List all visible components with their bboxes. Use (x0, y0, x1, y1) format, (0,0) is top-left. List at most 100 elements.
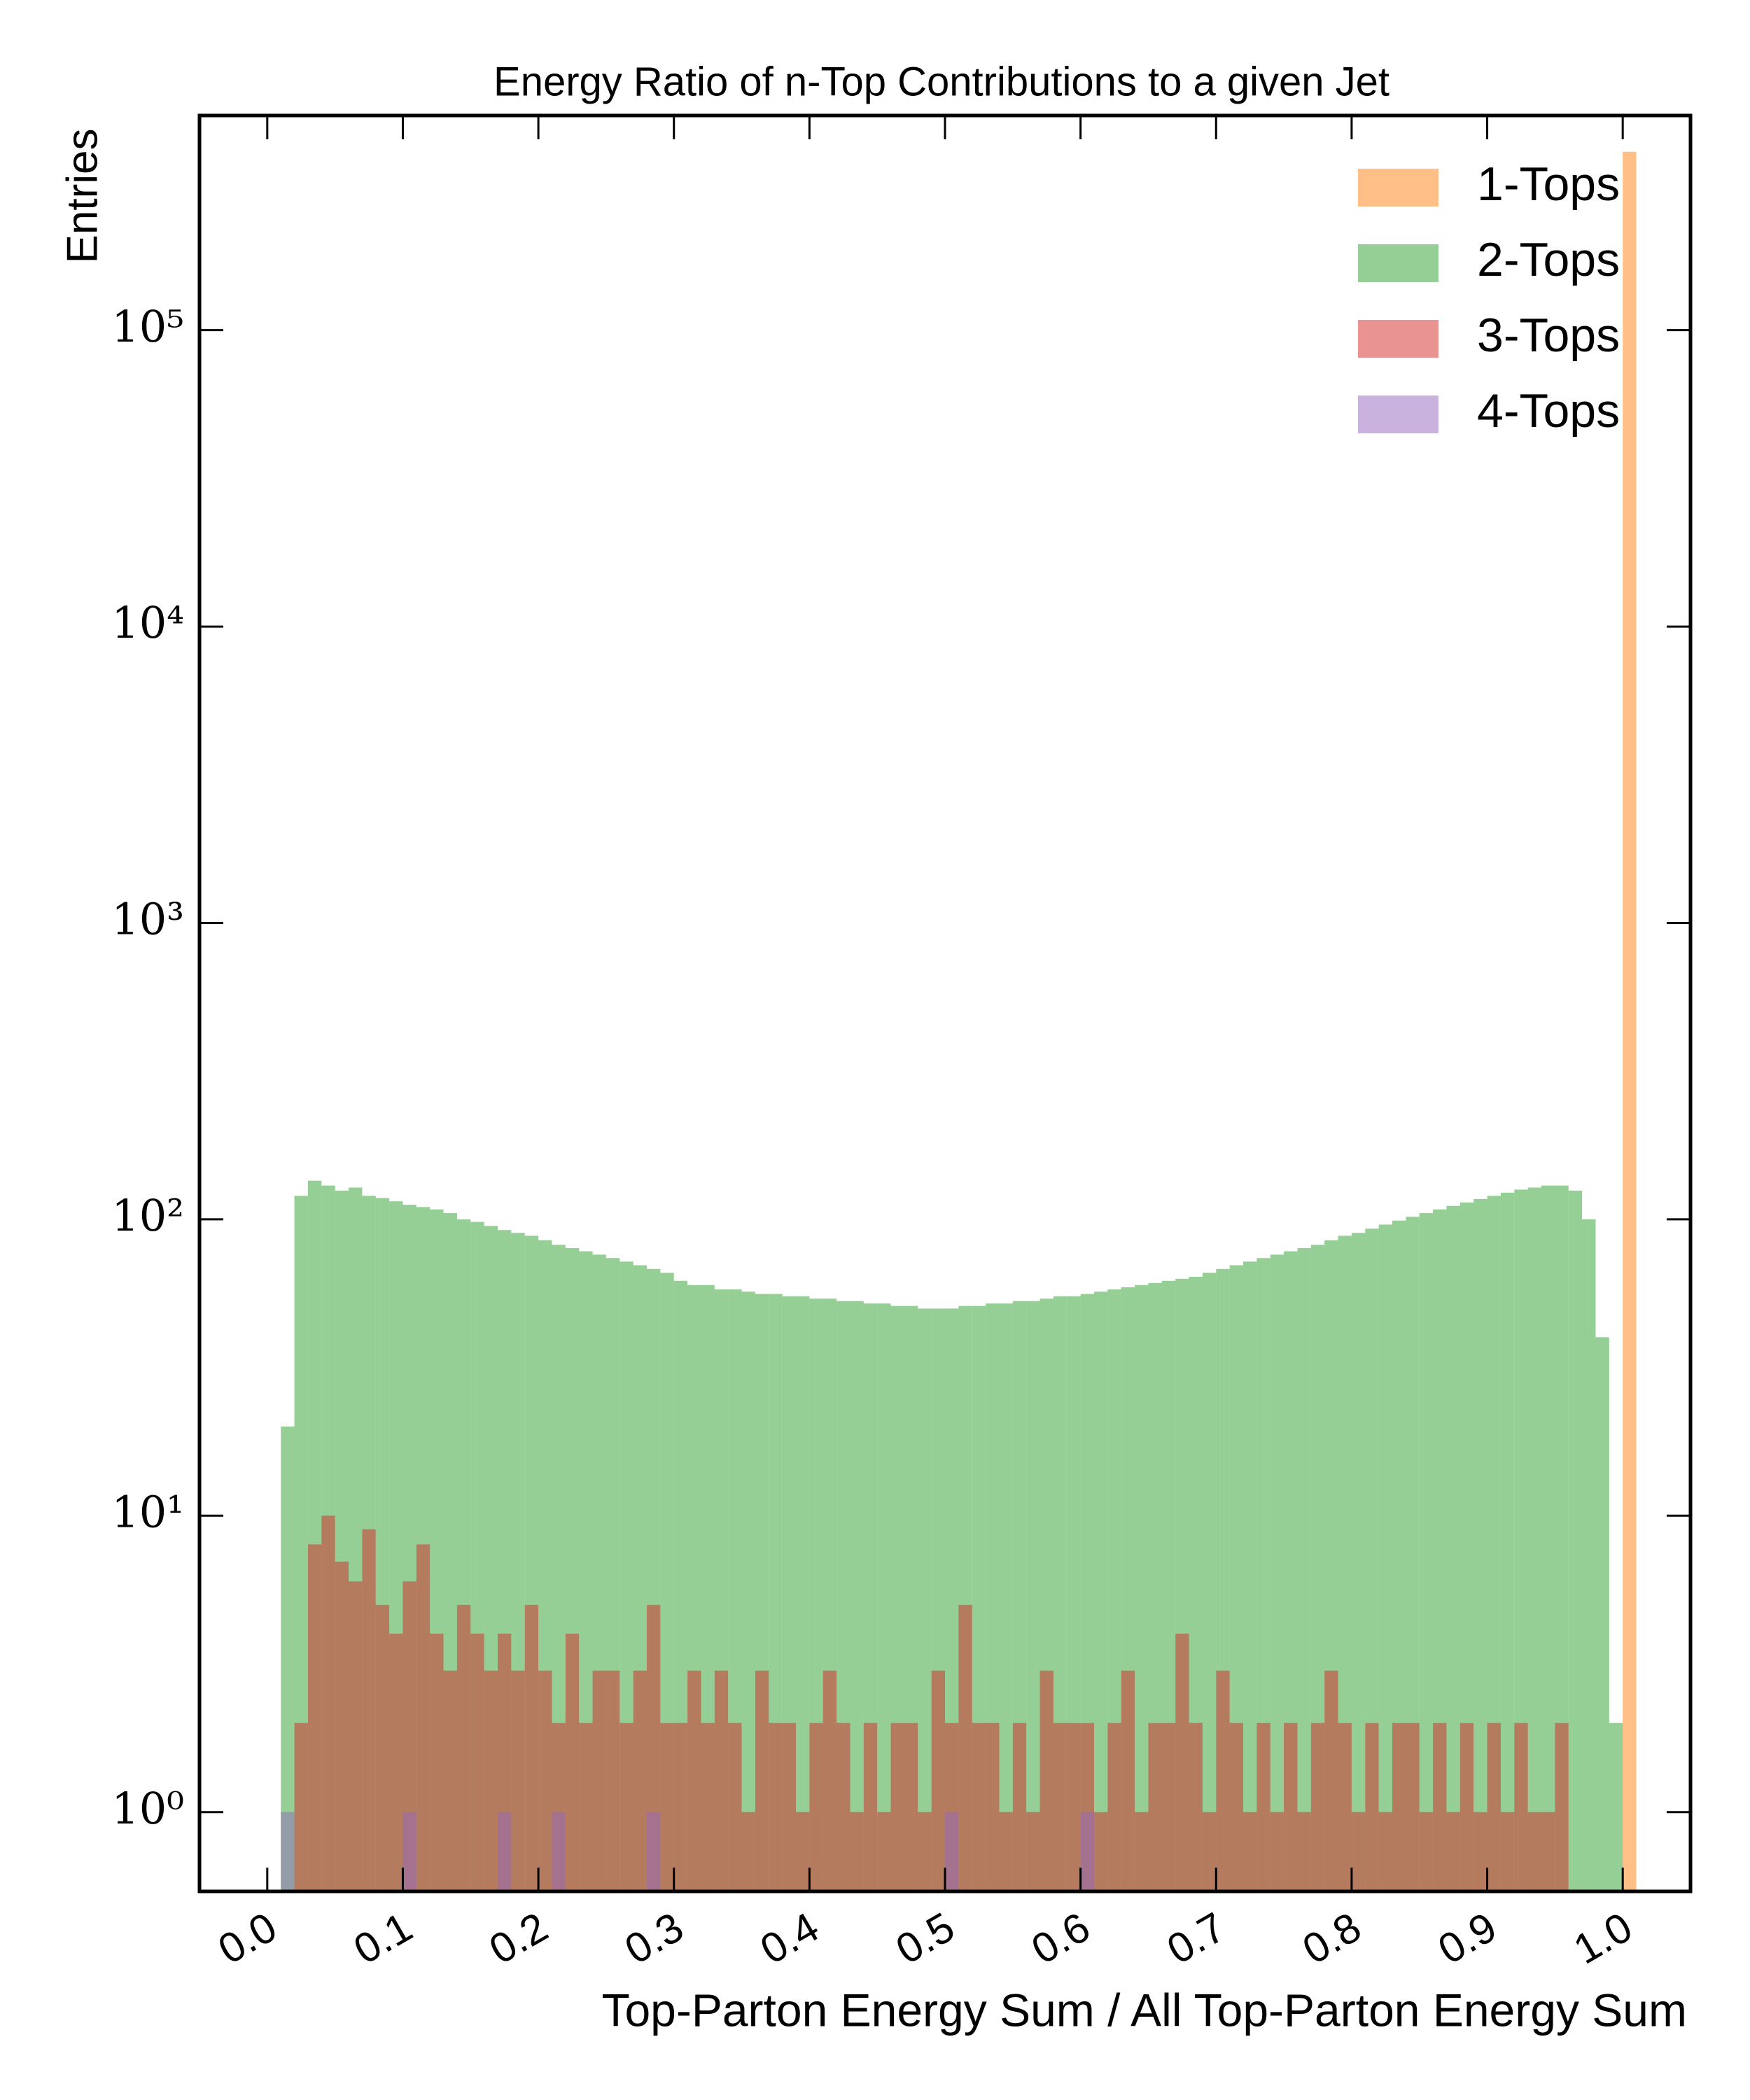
histogram-bar (1419, 1212, 1434, 1891)
histogram-bar (1527, 1812, 1541, 1891)
histogram-bar (1406, 1723, 1420, 1891)
histogram-bar (1555, 1185, 1569, 1891)
x-tick-label: 0.6 (1023, 1903, 1098, 1973)
histogram-bar (538, 1670, 552, 1891)
histogram-bar (1351, 1812, 1366, 1891)
x-tick-label: 0.9 (1430, 1903, 1504, 1973)
histogram-bar (349, 1581, 363, 1891)
histogram-bar (375, 1604, 390, 1891)
histogram-bar (1541, 1185, 1555, 1891)
histogram-bar (1189, 1723, 1203, 1891)
histogram-bar (1107, 1723, 1121, 1891)
histogram-bar (281, 1426, 295, 1891)
histogram-bar (294, 1196, 308, 1891)
x-axis-label: Top-Parton Energy Sum / All Top-Parton E… (601, 1984, 1687, 2036)
x-tick-label: 0.7 (1159, 1903, 1233, 1973)
histogram-bar (945, 1812, 959, 1891)
histogram-bar (741, 1292, 755, 1891)
histogram-bar (1202, 1273, 1217, 1891)
histogram-bar (728, 1723, 742, 1891)
legend-label: 3-Tops (1477, 309, 1620, 362)
plot-area (281, 151, 1637, 1891)
histogram-series (281, 1812, 1094, 1891)
histogram-bar (362, 1529, 376, 1891)
legend-label: 1-Tops (1477, 158, 1620, 211)
histogram-series (294, 1516, 1569, 1891)
y-tick-label: 10⁵ (111, 301, 184, 352)
x-tick-label: 0.8 (1295, 1903, 1369, 1973)
histogram-bar (877, 1303, 891, 1891)
histogram-bar (796, 1296, 810, 1891)
histogram-bar (443, 1670, 457, 1891)
histogram-bar (1284, 1723, 1298, 1891)
histogram-bar (918, 1812, 932, 1891)
histogram-bar (904, 1723, 918, 1891)
histogram-bar (1324, 1670, 1338, 1891)
histogram-bar (307, 1544, 322, 1891)
histogram-bar (972, 1723, 986, 1891)
histogram-bar (1256, 1723, 1270, 1891)
histogram-bar (769, 1723, 783, 1891)
histogram-bar (430, 1633, 444, 1891)
histogram-bar (524, 1604, 539, 1891)
histogram-bar (1094, 1292, 1108, 1891)
histogram-bar (1161, 1723, 1176, 1891)
histogram-bar (1527, 1187, 1541, 1891)
x-tick-label: 1.0 (1566, 1903, 1640, 1973)
histogram-bar (1094, 1812, 1108, 1891)
histogram-bar (402, 1812, 416, 1891)
histogram-bar (1568, 1190, 1583, 1891)
histogram-bar (1406, 1217, 1420, 1891)
x-tick-label: 0.5 (888, 1903, 962, 1973)
y-tick-label: 10² (111, 1190, 184, 1241)
histogram-bar (701, 1723, 715, 1891)
histogram-bar (389, 1633, 403, 1891)
histogram-bar (1433, 1209, 1447, 1891)
histogram-bar (620, 1723, 634, 1891)
histogram-bar (809, 1723, 823, 1891)
histogram-bar (958, 1604, 972, 1891)
histogram-bar (1474, 1812, 1488, 1891)
histogram-bar (660, 1723, 674, 1891)
histogram-bar (782, 1723, 796, 1891)
histogram-bar (741, 1812, 755, 1891)
chart-title: Energy Ratio of n-Top Contributions to a… (493, 59, 1390, 104)
histogram-bar (822, 1670, 837, 1891)
histogram-bar (511, 1670, 525, 1891)
histogram-bar (1500, 1192, 1515, 1891)
histogram-bar (416, 1544, 430, 1891)
histogram-bar (1243, 1261, 1257, 1891)
histogram-bar (1148, 1723, 1162, 1891)
histogram-bar (918, 1308, 932, 1891)
y-tick-label: 10⁰ (111, 1783, 184, 1834)
histogram-bar (1487, 1196, 1501, 1891)
histogram-bar (1609, 1723, 1623, 1891)
legend-swatch (1358, 244, 1438, 282)
histogram-bar (1378, 1812, 1392, 1891)
histogram-bar (1243, 1812, 1257, 1891)
histogram-bar (931, 1670, 945, 1891)
histogram-bar (1135, 1812, 1149, 1891)
histogram-bar (796, 1812, 810, 1891)
histogram-bar (592, 1670, 606, 1891)
histogram-bar (579, 1723, 593, 1891)
histogram-bar (1623, 151, 1637, 1891)
histogram-bar (647, 1812, 661, 1891)
histogram-bar (1216, 1670, 1230, 1891)
histogram-bar (890, 1723, 904, 1891)
histogram-bar (1012, 1723, 1027, 1891)
histogram-bar (335, 1561, 349, 1891)
histogram-bar (1474, 1199, 1488, 1891)
histogram-bar (294, 1723, 308, 1891)
histogram-bar (1460, 1202, 1474, 1891)
histogram-bar (850, 1301, 864, 1891)
histogram-bar (470, 1633, 484, 1891)
histogram-bar (498, 1812, 512, 1891)
histogram-bar (1514, 1723, 1528, 1891)
histogram-bar (1514, 1189, 1528, 1891)
histogram-bar (1446, 1205, 1460, 1891)
histogram-bar (1175, 1633, 1189, 1891)
histogram-bar (1595, 1337, 1609, 1891)
